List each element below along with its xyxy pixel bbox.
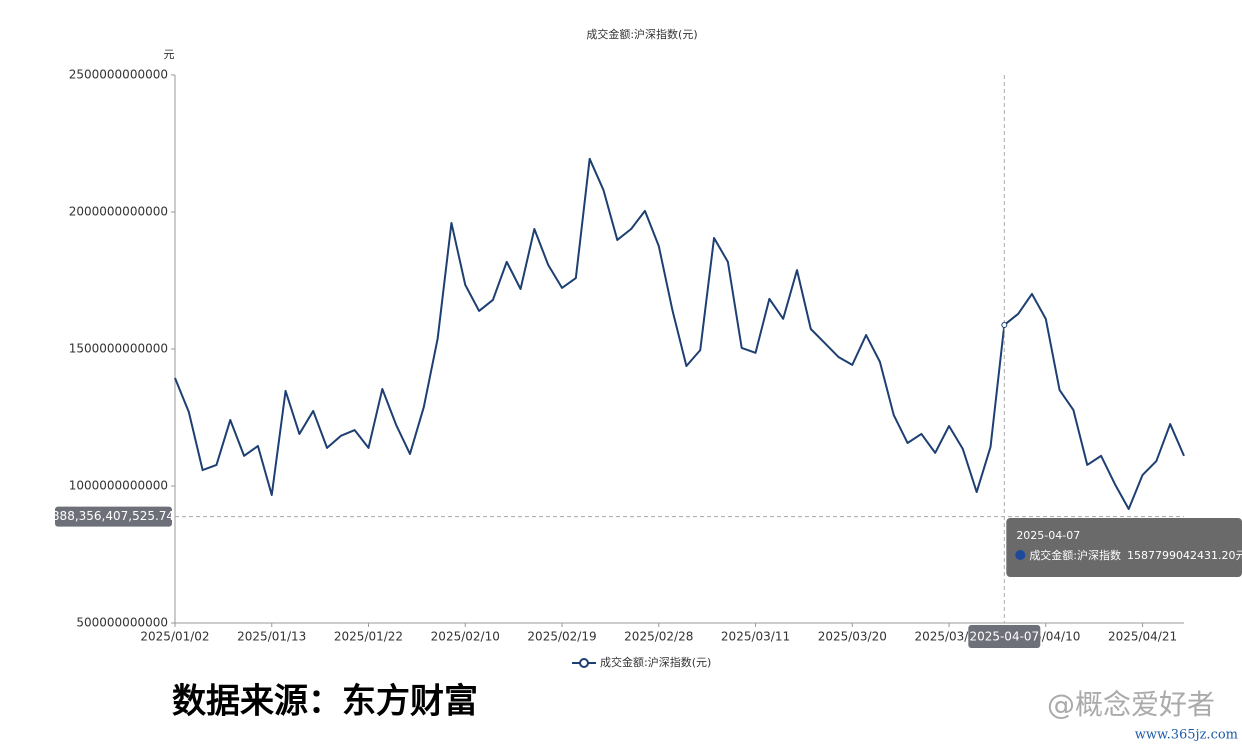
legend-swatch-dot (579, 658, 589, 668)
x-tick-label: 2025/01/02 (140, 630, 209, 644)
chart-title: 成交金额:沪深指数(元) (586, 27, 697, 41)
y-tick-label: 1000000000000 (69, 479, 168, 493)
y-tick-label: 1500000000000 (69, 342, 168, 356)
site-bg (1116, 725, 1242, 745)
x-tick-label: 2025/01/13 (237, 630, 306, 644)
highlight-point (1001, 321, 1008, 328)
tooltip-value: 1587799042431.20元 (1127, 549, 1242, 562)
source-note: 数据来源：东方财富 (172, 682, 478, 722)
tooltip-series: 成交金额:沪深指数 (1029, 548, 1121, 562)
tooltip-box (1006, 518, 1242, 577)
tooltip-dot (1015, 550, 1026, 560)
x-tick-label: 2025/02/10 (431, 630, 500, 644)
y-unit: 元 (164, 48, 175, 61)
y-tick-label: 2500000000000 (69, 68, 168, 82)
pointer-x-label: 2025-04-07 (969, 630, 1039, 644)
legend-label: 成交金额:沪深指数(元) (600, 655, 711, 669)
series-line (174, 157, 1185, 511)
tooltip-text: 成交金额:沪深指数 1587799042431.20元 (1029, 548, 1242, 562)
tooltip-title: 2025-04-07 (1016, 529, 1080, 542)
pointer-y-label: 888,356,407,525.74 (52, 509, 174, 523)
x-tick-label: 2025/03/20 (818, 630, 887, 644)
pointer-x-box (968, 625, 1041, 648)
site: www.365jz.com (1135, 728, 1238, 743)
x-tick-label: 2025/01/22 (334, 630, 403, 644)
x-tick-label: 2025/02/19 (527, 630, 596, 644)
x-tick-label: 2025/03/11 (721, 630, 790, 644)
x-tick-label: 2025/04/21 (1108, 630, 1177, 644)
y-tick-label: 2000000000000 (69, 205, 168, 219)
x-tick-label: 2025/03/31 (914, 630, 983, 644)
y-tick-label: 500000000000 (76, 616, 168, 630)
x-tick-label: 2025/02/28 (624, 630, 693, 644)
pointer-y-box (55, 506, 172, 527)
watermark: @概念爱好者 (1047, 688, 1215, 721)
